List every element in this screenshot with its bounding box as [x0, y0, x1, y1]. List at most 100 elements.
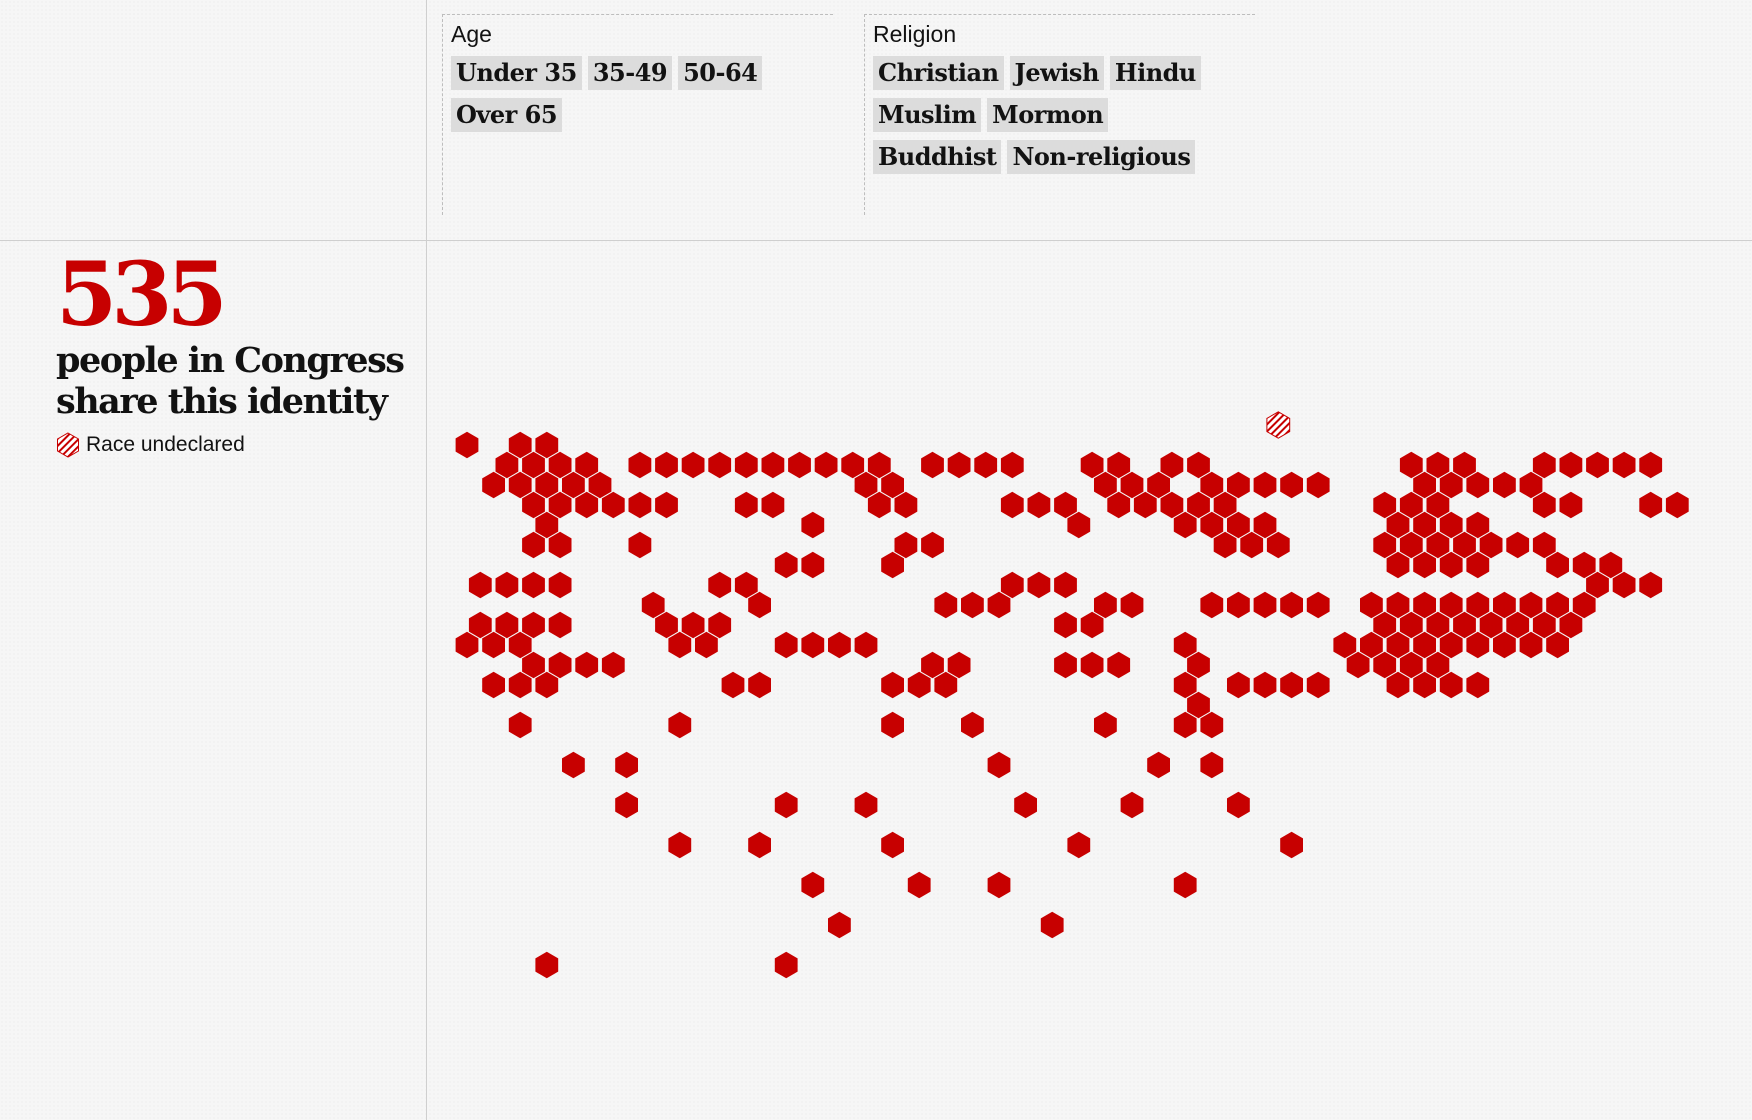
member-hexagon[interactable] [1040, 911, 1064, 939]
member-hexagon[interactable] [1000, 451, 1024, 479]
member-hexagon[interactable] [881, 471, 904, 499]
member-hexagon[interactable] [1399, 491, 1423, 519]
member-hexagon[interactable] [1067, 511, 1091, 539]
member-hexagon[interactable] [1107, 651, 1131, 679]
member-hexagon[interactable] [1386, 631, 1410, 659]
member-hexagon[interactable] [748, 831, 771, 859]
member-hexagon[interactable] [535, 511, 559, 539]
member-hexagon[interactable] [1306, 591, 1330, 619]
member-hexagon[interactable] [1280, 471, 1303, 499]
member-hexagon[interactable] [774, 791, 798, 819]
member-hexagon[interactable] [788, 451, 811, 479]
member-hexagon[interactable] [1200, 471, 1224, 499]
member-hexagon[interactable] [1453, 611, 1476, 639]
member-hexagon[interactable] [1280, 671, 1303, 699]
member-hexagon[interactable] [575, 451, 599, 479]
member-hexagon[interactable] [1519, 591, 1543, 619]
member-hexagon[interactable] [761, 491, 785, 519]
member-hexagon[interactable] [495, 451, 519, 479]
member-hexagon[interactable] [1373, 531, 1397, 559]
member-hexagon[interactable] [1439, 551, 1463, 579]
member-hexagon[interactable] [708, 571, 732, 599]
member-hexagon[interactable] [801, 511, 825, 539]
religion-chip-jewish[interactable]: Jewish [1009, 56, 1104, 90]
member-hexagon[interactable] [1413, 631, 1436, 659]
member-hexagon[interactable] [1639, 491, 1663, 519]
member-hexagon[interactable] [1399, 531, 1423, 559]
member-hexagon[interactable] [1107, 451, 1131, 479]
member-hexagon[interactable] [1493, 631, 1516, 659]
member-hexagon[interactable] [1426, 651, 1450, 679]
member-hexagon[interactable] [1200, 511, 1224, 539]
member-hexagon[interactable] [828, 631, 851, 659]
member-hexagon[interactable] [1240, 531, 1264, 559]
member-hexagon[interactable] [1346, 651, 1370, 679]
member-hexagon[interactable] [1426, 451, 1450, 479]
member-hexagon[interactable] [1187, 451, 1210, 479]
member-hexagon[interactable] [1094, 591, 1117, 619]
member-hexagon[interactable] [881, 831, 904, 859]
member-hexagon[interactable] [867, 491, 891, 519]
member-hexagon[interactable] [1479, 611, 1503, 639]
member-hexagon[interactable] [748, 671, 771, 699]
member-hexagon[interactable] [522, 571, 545, 599]
member-hexagon[interactable] [522, 611, 545, 639]
member-hexagon[interactable] [1173, 631, 1197, 659]
member-hexagon[interactable] [1173, 511, 1197, 539]
member-hexagon[interactable] [1067, 831, 1091, 859]
member-hexagon[interactable] [548, 651, 572, 679]
member-hexagon[interactable] [1306, 671, 1330, 699]
member-hexagon[interactable] [1253, 591, 1277, 619]
member-hexagon[interactable] [828, 911, 851, 939]
member-hexagon[interactable] [1519, 471, 1543, 499]
member-hexagon[interactable] [1519, 631, 1543, 659]
member-hexagon[interactable] [1227, 671, 1250, 699]
member-hexagon[interactable] [548, 571, 572, 599]
age-chip-50-64[interactable]: 50-64 [678, 56, 763, 90]
member-hexagon[interactable] [1054, 571, 1077, 599]
member-hexagon[interactable] [1280, 591, 1303, 619]
member-hexagon[interactable] [601, 651, 625, 679]
member-hexagon[interactable] [1572, 551, 1596, 579]
member-hexagon[interactable] [468, 571, 492, 599]
member-hexagon[interactable] [1187, 491, 1210, 519]
member-hexagon[interactable] [628, 451, 652, 479]
race-undeclared-hexagon[interactable] [1266, 411, 1291, 439]
member-hexagon[interactable] [1413, 511, 1436, 539]
member-hexagon[interactable] [562, 751, 585, 779]
member-hexagon[interactable] [1426, 611, 1450, 639]
member-hexagon[interactable] [548, 531, 572, 559]
member-hexagon[interactable] [1054, 651, 1077, 679]
member-hexagon[interactable] [1253, 511, 1277, 539]
member-hexagon[interactable] [1612, 451, 1636, 479]
member-hexagon[interactable] [801, 871, 825, 899]
member-hexagon[interactable] [1532, 491, 1556, 519]
member-hexagon[interactable] [1253, 671, 1277, 699]
member-hexagon[interactable] [1160, 451, 1184, 479]
member-hexagon[interactable] [1439, 471, 1463, 499]
member-hexagon[interactable] [1373, 611, 1397, 639]
member-hexagon[interactable] [854, 631, 878, 659]
member-hexagon[interactable] [668, 711, 692, 739]
member-hexagon[interactable] [548, 611, 572, 639]
member-hexagon[interactable] [1439, 671, 1463, 699]
member-hexagon[interactable] [1399, 651, 1423, 679]
member-hexagon[interactable] [1546, 631, 1569, 659]
member-hexagon[interactable] [1227, 591, 1250, 619]
member-hexagon[interactable] [1532, 611, 1556, 639]
member-hexagon[interactable] [522, 451, 545, 479]
member-hexagon[interactable] [641, 591, 665, 619]
member-hexagon[interactable] [1054, 611, 1077, 639]
member-hexagon[interactable] [455, 431, 479, 459]
member-hexagon[interactable] [1213, 491, 1237, 519]
member-hexagon[interactable] [841, 451, 865, 479]
member-hexagon[interactable] [1559, 491, 1583, 519]
member-hexagon[interactable] [482, 471, 505, 499]
member-hexagon[interactable] [1120, 591, 1144, 619]
member-hexagon[interactable] [1280, 831, 1303, 859]
member-hexagon[interactable] [708, 611, 732, 639]
member-hexagon[interactable] [1227, 791, 1250, 819]
member-hexagon[interactable] [761, 451, 785, 479]
member-hexagon[interactable] [1266, 531, 1290, 559]
age-chip-under-35[interactable]: Under 35 [451, 56, 582, 90]
